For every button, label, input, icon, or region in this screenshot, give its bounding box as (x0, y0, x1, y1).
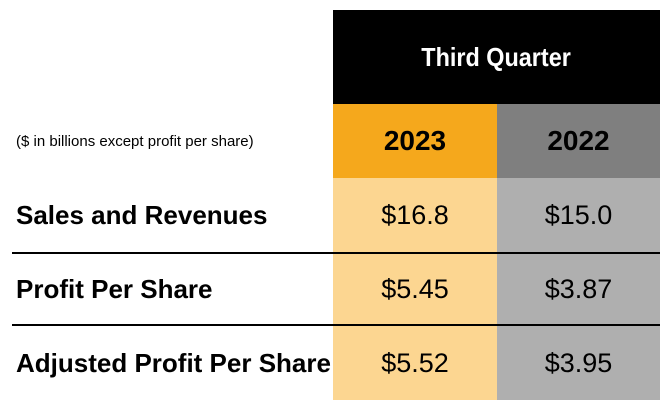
row-label-sales-revenues: Sales and Revenues (16, 199, 268, 230)
period-title: Third Quarter (421, 41, 572, 72)
row-divider (12, 252, 660, 254)
period-header: Third Quarter (333, 10, 660, 104)
cell-sales-revenues-2023: $16.8 (381, 199, 449, 230)
cell-adjusted-profit-per-share-2023: $5.52 (381, 347, 449, 378)
row-label-profit-per-share: Profit Per Share (16, 273, 213, 304)
cell-sales-revenues-2022: $15.0 (544, 199, 613, 230)
cell-profit-per-share-2023: $5.45 (381, 273, 449, 304)
row-divider (12, 324, 660, 326)
cell-adjusted-profit-per-share-2022: $3.95 (544, 347, 613, 378)
column-header-2022: 2022 (497, 104, 660, 178)
units-note: ($ in billions except profit per share) (16, 132, 254, 150)
cell-profit-per-share-2022: $3.87 (544, 273, 613, 304)
row-label-adjusted-profit-per-share: Adjusted Profit Per Share (16, 347, 331, 378)
column-body-2022 (497, 178, 660, 400)
column-body-2023 (333, 178, 497, 400)
column-header-2023: 2023 (333, 104, 497, 178)
